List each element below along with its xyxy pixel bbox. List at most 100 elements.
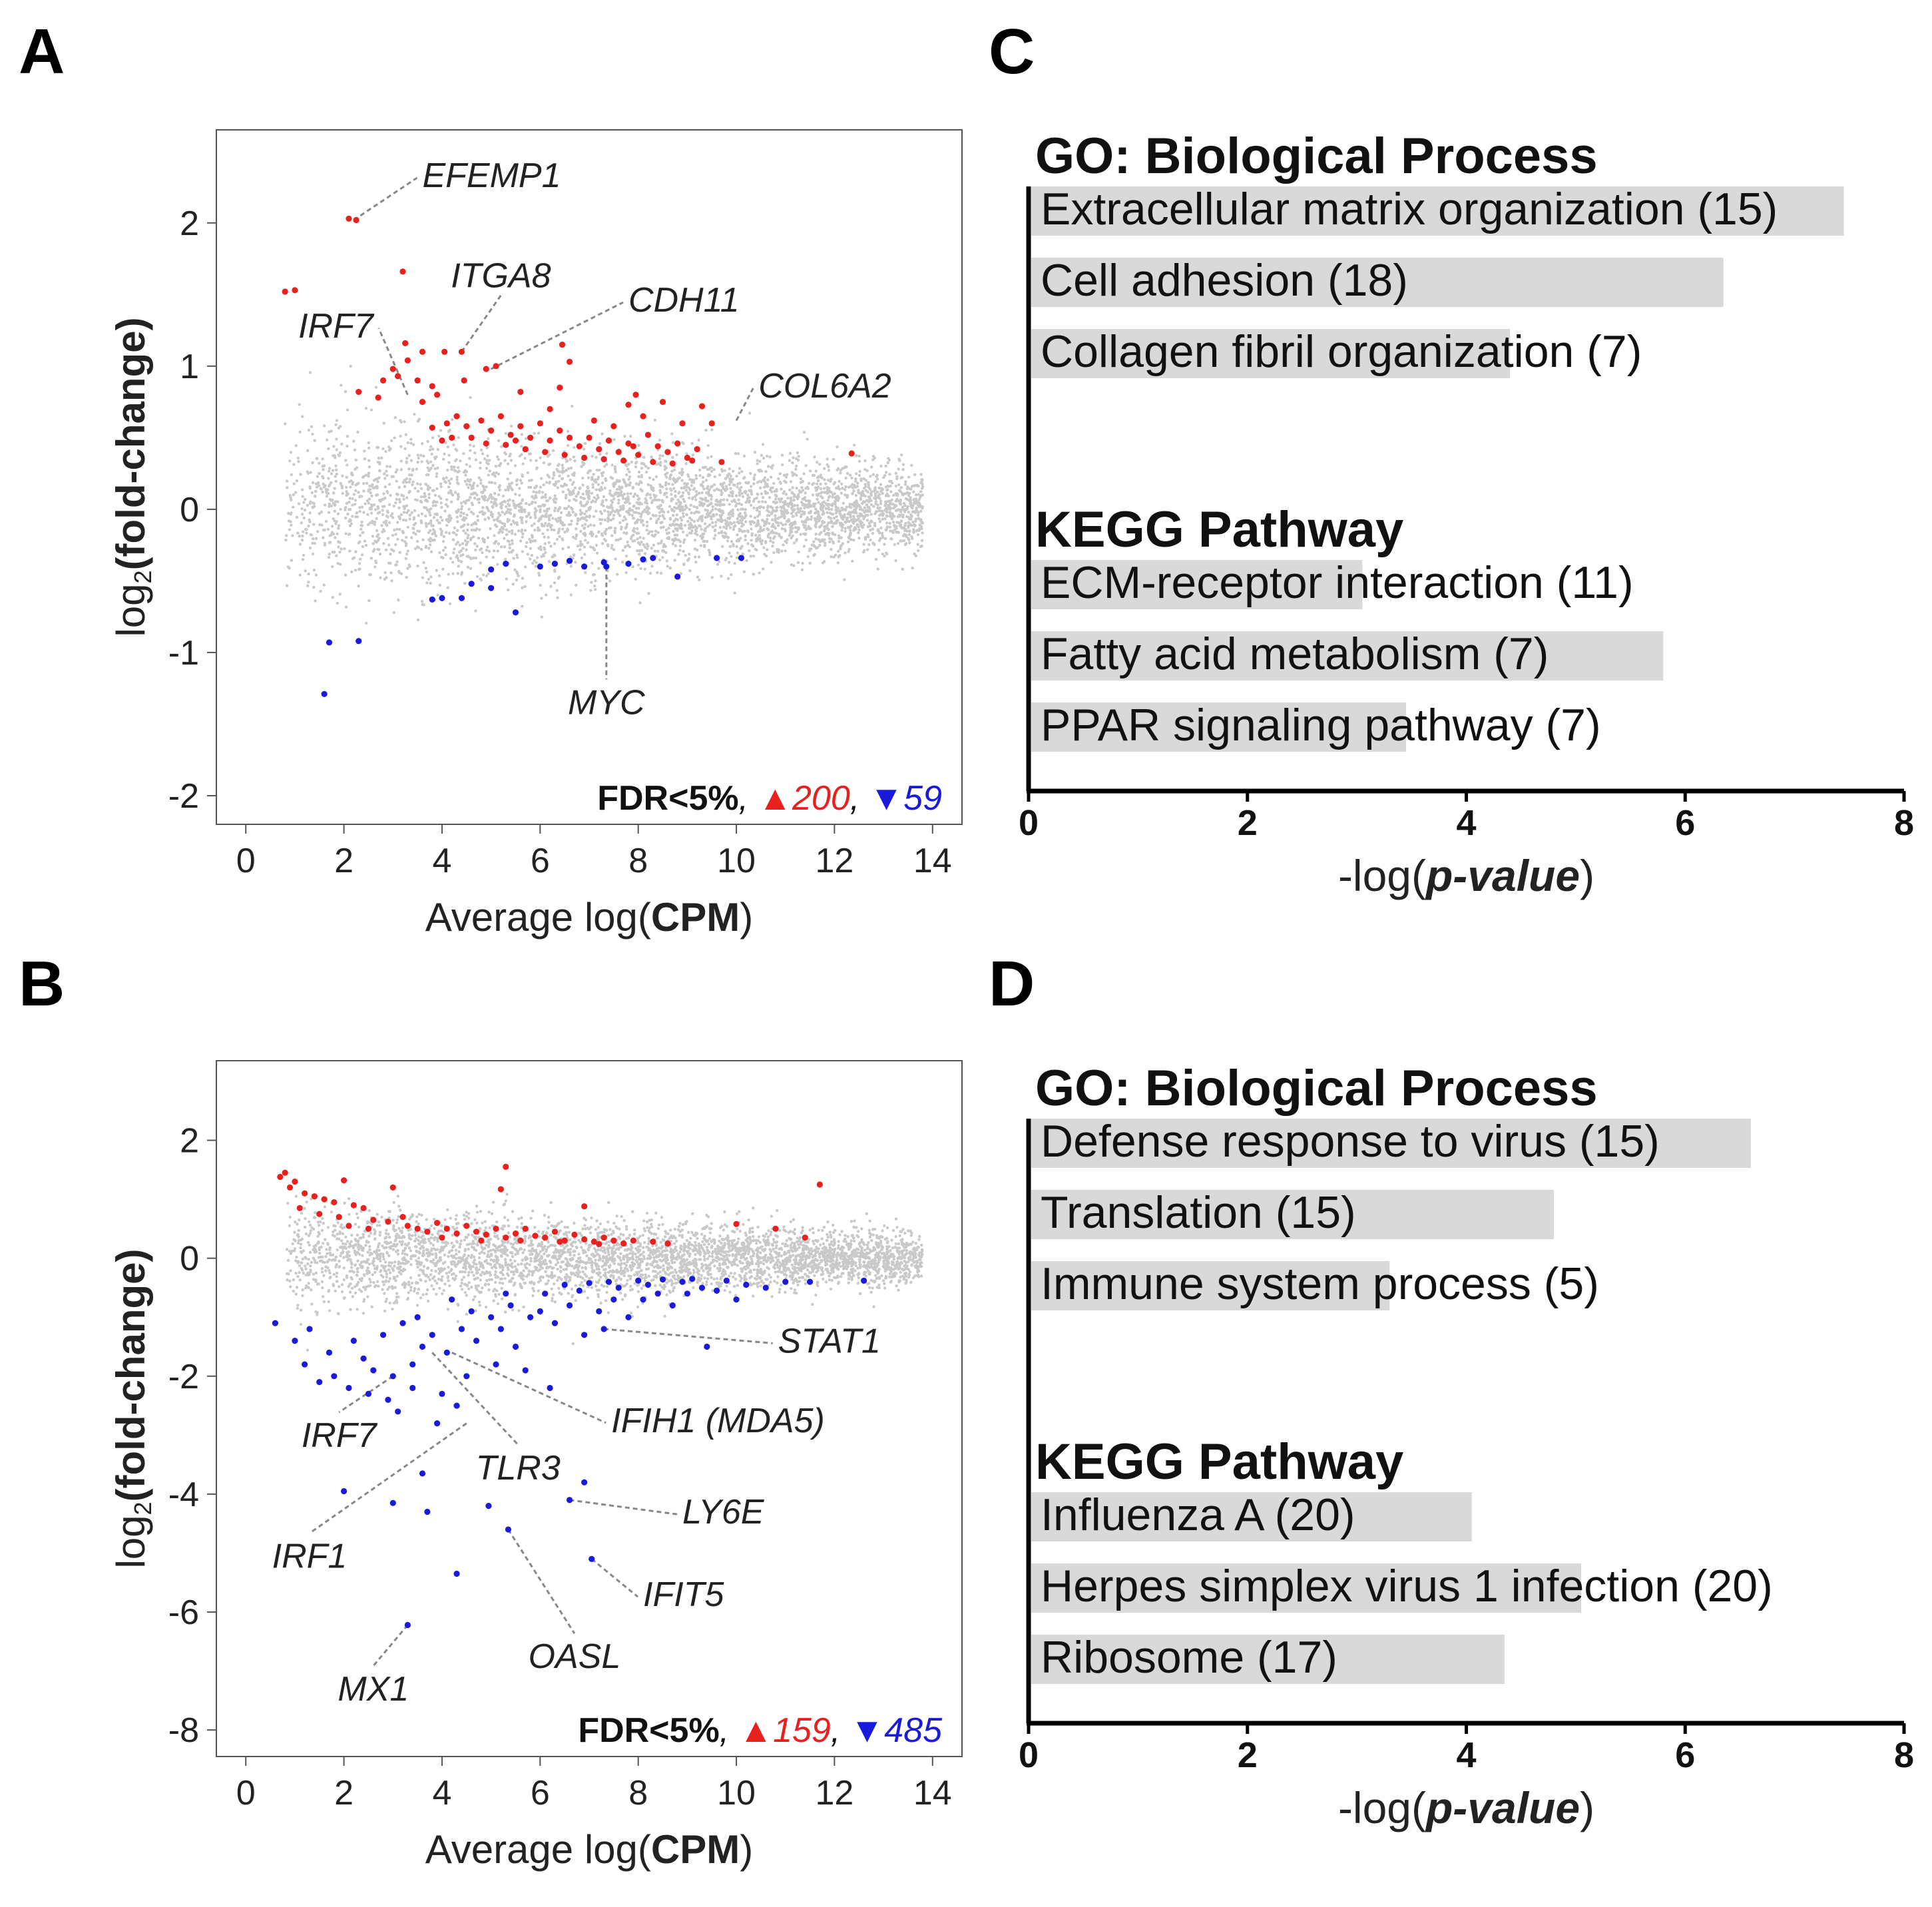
background-point [724,535,727,539]
background-point [517,505,521,509]
background-point [434,534,438,537]
background-point [575,495,578,498]
background-point [795,513,798,517]
background-point [667,482,670,485]
background-point [740,503,744,507]
background-point [521,550,525,553]
background-point [629,1312,633,1315]
background-point [814,532,818,536]
down-point [650,555,656,561]
background-point [604,539,608,543]
background-point [901,468,905,471]
background-point [858,469,861,473]
background-point [465,483,469,486]
background-point [764,491,768,495]
background-point [470,501,473,505]
background-point [360,527,363,531]
background-point [426,487,429,491]
background-point [618,493,622,497]
background-point [756,462,759,465]
background-point [500,503,504,507]
background-point [521,516,524,519]
background-point [578,487,581,491]
background-point [528,479,531,482]
background-point [567,511,571,514]
background-point [836,499,840,502]
background-point [874,480,877,483]
background-point [404,557,407,561]
panel-letter-b: B [19,948,65,1019]
background-point [903,533,906,536]
background-point [560,511,563,515]
background-point [855,518,859,521]
background-point [351,503,354,507]
background-point [752,555,756,558]
background-point [583,527,586,530]
background-point [631,486,634,490]
background-point [521,473,524,477]
background-point [818,463,822,466]
background-point [569,565,573,568]
background-point [471,1298,475,1302]
up-point [537,420,543,427]
background-point [734,524,737,527]
background-point [364,407,367,410]
background-point [755,496,758,500]
background-point [539,517,543,521]
background-point [599,522,603,525]
background-point [870,490,873,493]
up-point [640,413,646,419]
background-point [354,503,357,506]
background-point [748,1276,752,1280]
background-point [493,500,496,503]
background-point [847,550,850,553]
background-point [711,525,715,529]
background-point [471,483,475,487]
background-point [469,449,472,452]
background-point [485,446,489,449]
background-point [739,547,742,550]
background-point [673,559,676,562]
background-point [532,1289,536,1292]
background-point [919,1274,923,1278]
background-point [316,475,320,478]
background-point [367,599,371,603]
background-point [646,466,650,470]
background-point [677,538,680,542]
background-point [439,485,443,488]
background-point [902,526,906,530]
background-point [758,513,762,516]
background-point [898,515,901,518]
background-point [911,566,914,570]
background-point [597,488,601,491]
background-point [750,520,754,523]
background-point [586,1296,589,1300]
background-point [547,560,551,563]
background-point [553,569,557,573]
background-point [692,511,696,515]
background-point [895,525,898,528]
background-point [591,573,595,577]
background-point [341,474,344,477]
background-point [303,508,307,512]
background-point [618,479,621,483]
background-point [630,535,634,538]
y-tick-label: 2 [180,204,199,243]
background-point [360,505,364,509]
background-point [839,1275,843,1278]
background-point [311,481,315,485]
background-point [832,457,836,461]
background-point [825,1238,829,1242]
background-point [752,573,756,576]
background-point [808,511,812,515]
background-point [791,474,795,477]
background-point [597,483,601,486]
background-point [416,460,419,464]
background-point [616,512,620,515]
background-point [550,1287,553,1290]
background-point [707,512,711,515]
background-point [784,549,787,553]
background-point [340,547,343,551]
background-point [823,525,826,529]
background-point [914,554,918,557]
